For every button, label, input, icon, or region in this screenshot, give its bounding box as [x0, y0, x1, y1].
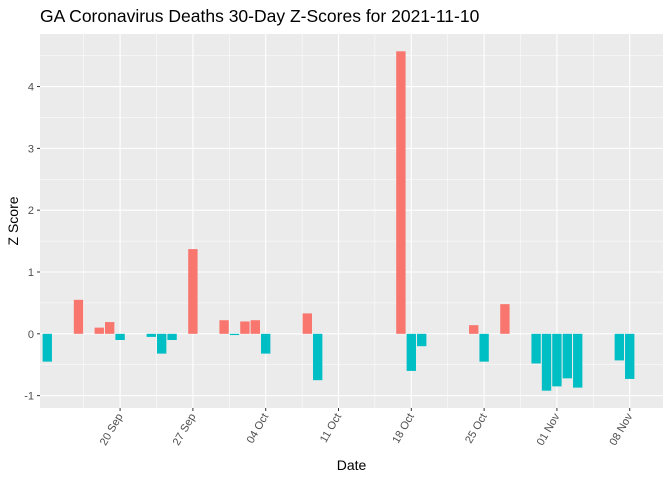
bars: [42, 51, 635, 391]
y-axis: -1 0 1 2 3 4: [24, 82, 40, 403]
bar: [73, 299, 84, 334]
bar: [469, 325, 479, 334]
y-tick-label: 2: [28, 205, 34, 217]
bar: [219, 320, 229, 334]
grid-major: [40, 34, 663, 408]
bar: [396, 51, 406, 334]
bar: [167, 333, 177, 340]
y-tick-label: 4: [28, 82, 34, 94]
bar: [625, 333, 635, 379]
x-tick-label: 08 Nov: [607, 411, 635, 448]
x-axis-label: Date: [337, 457, 367, 473]
chart-title: GA Coronavirus Deaths 30-Day Z-Scores fo…: [40, 6, 480, 26]
bar: [406, 333, 416, 371]
bar: [261, 333, 271, 354]
x-tick-label: 20 Sep: [98, 412, 126, 448]
bar: [417, 333, 427, 347]
x-tick-label: 25 Oct: [463, 412, 490, 446]
bar: [105, 322, 115, 334]
bar: [479, 333, 489, 362]
bar: [562, 333, 572, 379]
x-tick-label: 04 Oct: [245, 412, 272, 446]
bar: [313, 333, 323, 381]
bar: [500, 304, 510, 334]
y-tick-label: 0: [28, 329, 34, 341]
bar: [240, 321, 250, 334]
bar: [229, 333, 240, 336]
x-tick-label: 11 Oct: [318, 412, 344, 445]
bar: [146, 333, 156, 337]
bar: [614, 333, 624, 361]
y-tick-label: 3: [28, 143, 34, 155]
bar: [541, 333, 552, 391]
bar: [188, 249, 198, 334]
bar: [531, 333, 541, 364]
bar: [573, 333, 583, 388]
bar: [552, 333, 562, 387]
bar: [302, 313, 312, 334]
x-tick-label: 18 Oct: [390, 412, 417, 446]
bar: [250, 320, 260, 334]
bar: [157, 333, 167, 354]
y-tick-label: -1: [24, 391, 34, 403]
x-tick-label: 27 Sep: [171, 412, 199, 448]
bar: [115, 333, 125, 340]
x-tick-label: 01 Nov: [535, 411, 563, 448]
bar: [42, 333, 52, 362]
y-axis-label: Z Score: [5, 196, 21, 245]
bar: [94, 327, 104, 334]
y-tick-label: 1: [28, 267, 34, 279]
x-axis: 20 Sep 27 Sep 04 Oct 11 Oct 18 Oct 25 Oct 01 N…: [98, 408, 636, 448]
